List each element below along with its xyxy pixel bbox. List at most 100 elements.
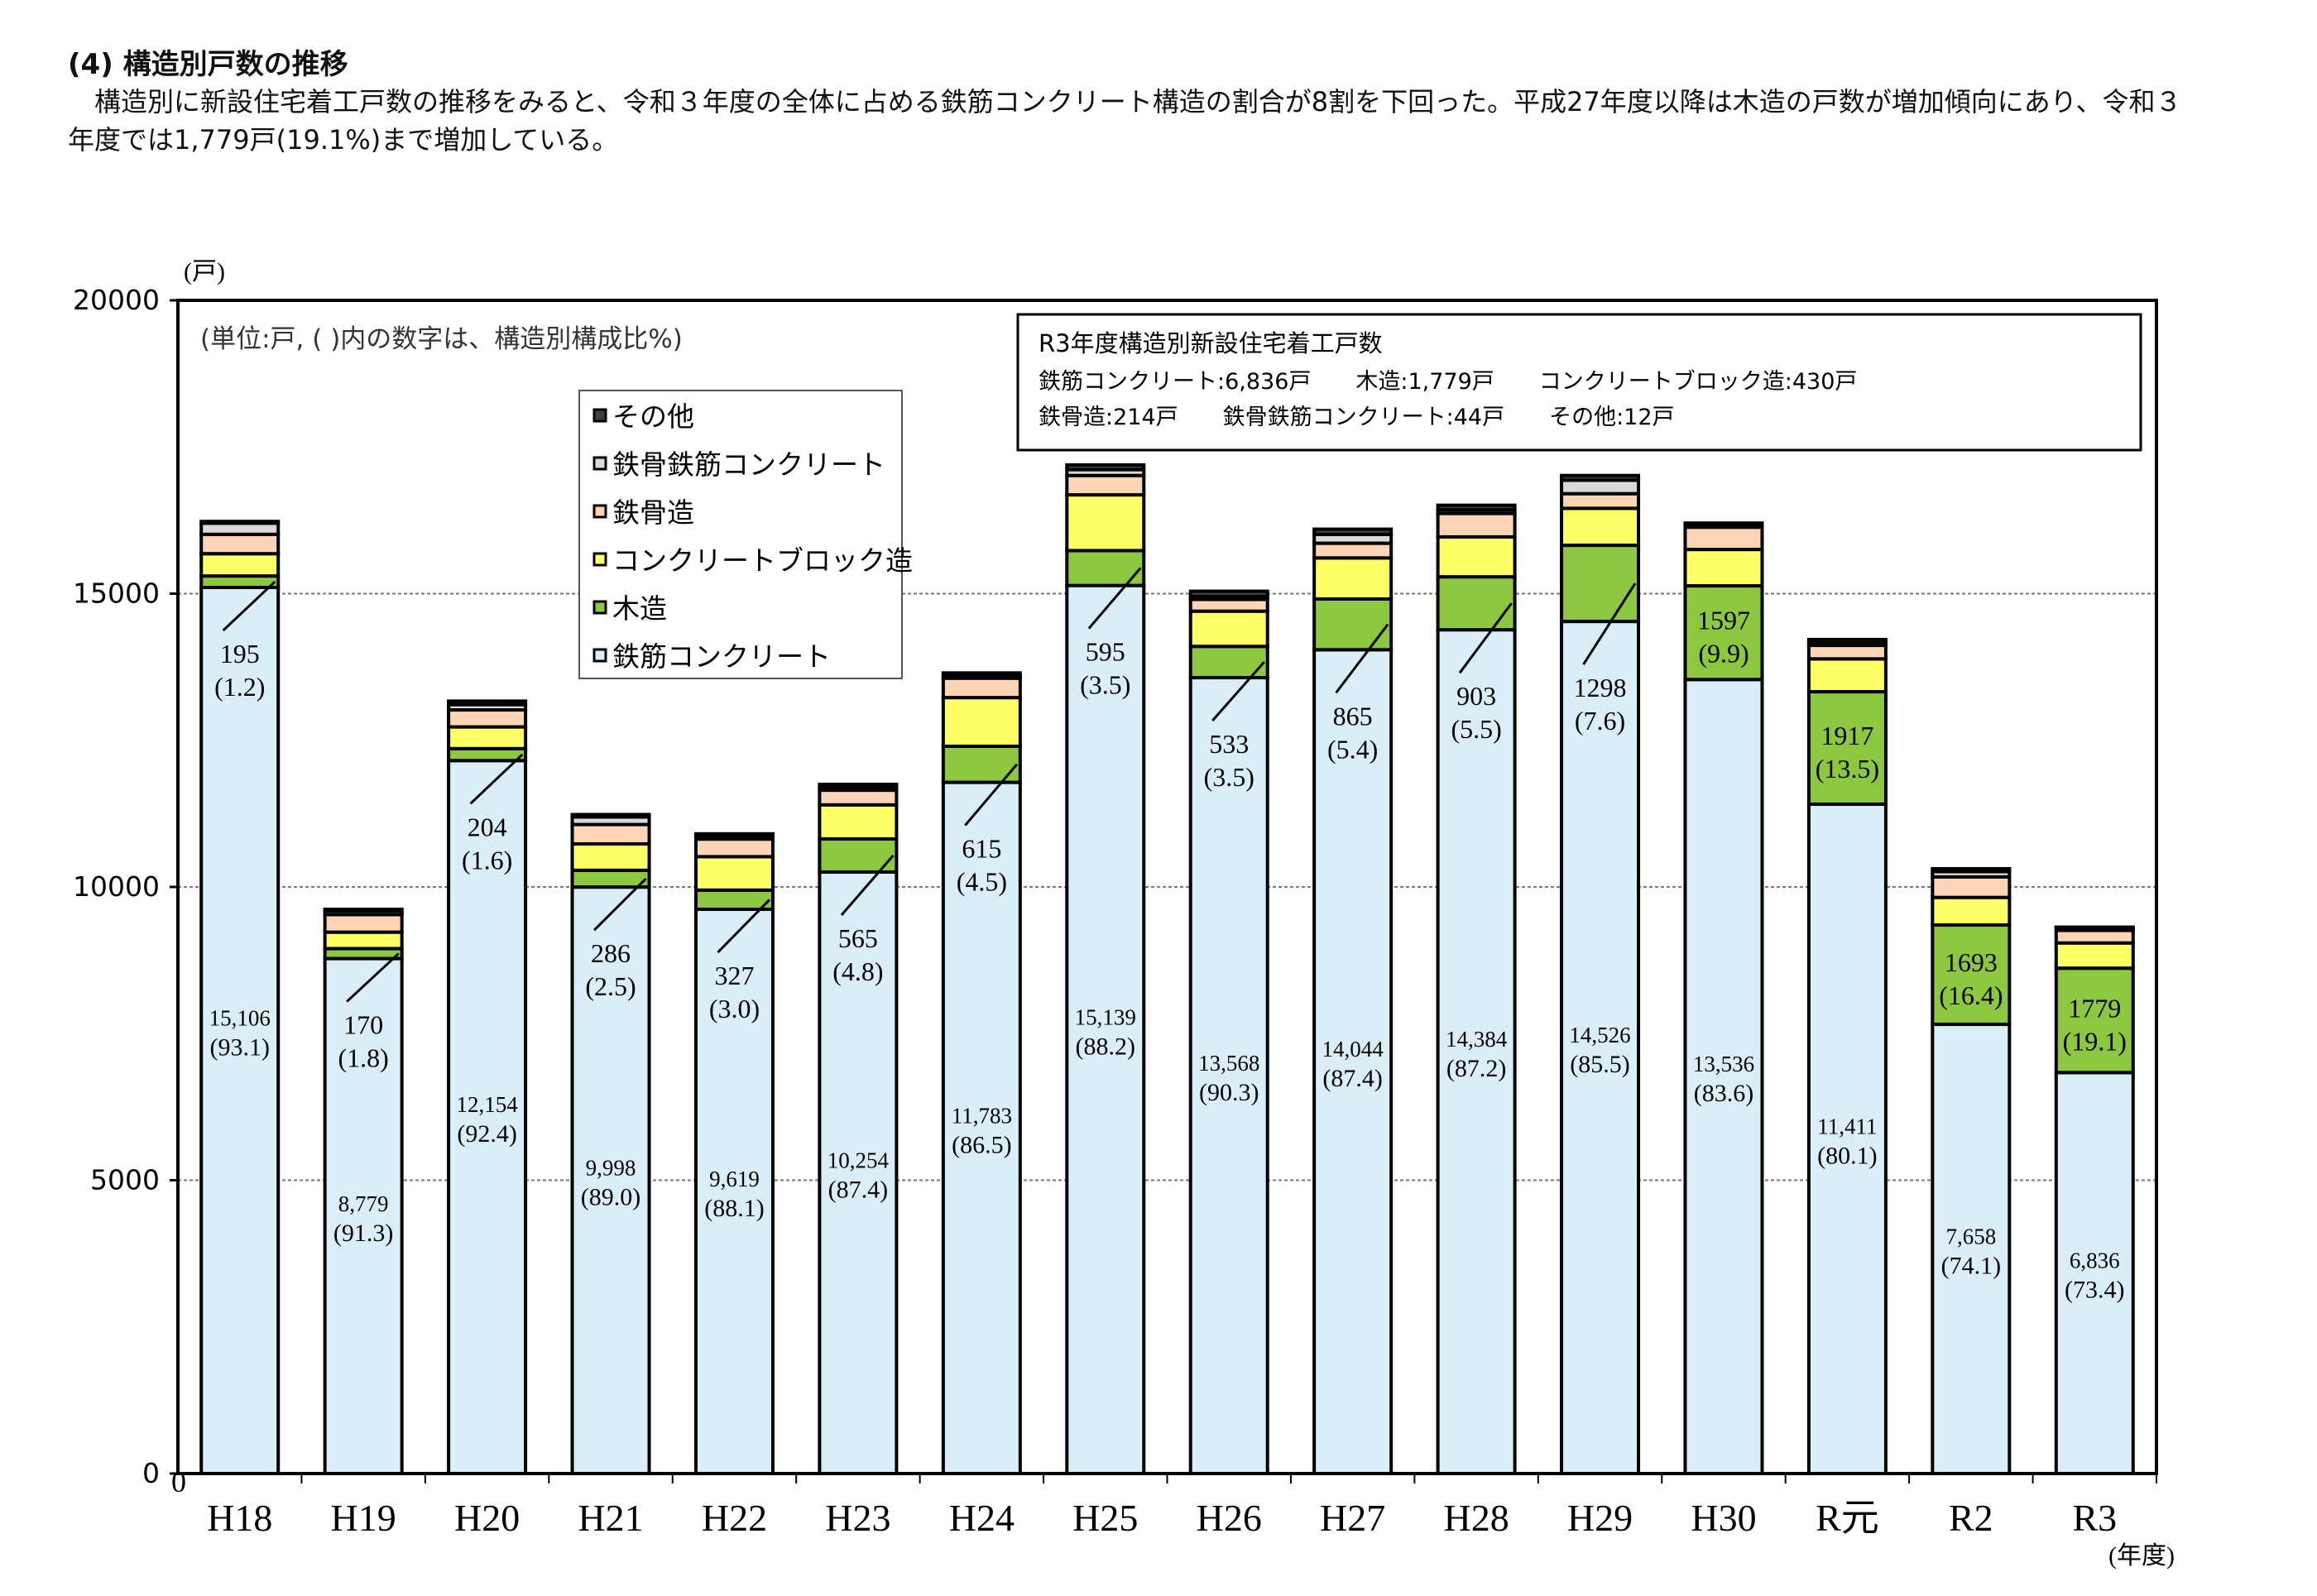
rc-share-label: (74.1): [1941, 1253, 2001, 1280]
bar-segment-その他: [818, 782, 899, 789]
wood-share-label: (3.5): [1204, 762, 1254, 792]
rc-value-label: 15,139: [1075, 1004, 1136, 1029]
info-box-line2: 鉄骨造:214戸 鉄骨鉄筋コンクリート:44戸 その他:12戸: [1039, 405, 1675, 430]
x-tick-label: R元: [1816, 1497, 1879, 1539]
bar-segment-鉄骨造: [1188, 597, 1269, 613]
bar-segment-その他: [1188, 589, 1269, 598]
wood-value-label: 865: [1333, 701, 1373, 731]
wood-value-label: 286: [591, 938, 631, 968]
legend-label: 鉄骨造: [612, 496, 694, 529]
wood-share-label: (16.4): [1939, 980, 2003, 1010]
x-tick-label: R3: [2072, 1497, 2117, 1539]
rc-value-label: 15,106: [209, 1005, 271, 1030]
info-box-title: R3年度構造別新設住宅着工戸数: [1039, 329, 1383, 357]
bar-segment-コンクリートブロック造: [1683, 548, 1764, 588]
wood-value-label: 1917: [1820, 721, 1873, 750]
legend-label: 鉄骨鉄筋コンクリート: [612, 448, 885, 481]
wood-leader-line: [964, 763, 1018, 827]
wood-value-label: 1779: [2068, 993, 2121, 1023]
legend-swatch: [592, 552, 607, 567]
bar-segment-木造: [818, 836, 899, 874]
wood-value-label: 595: [1086, 637, 1125, 667]
wood-value-label: 1298: [1574, 673, 1627, 702]
bar-segment-その他: [1560, 473, 1641, 482]
bar-segment-鉄骨造: [693, 837, 775, 859]
bar-segment-コンクリートブロック造: [1560, 506, 1641, 548]
plot-frame: [176, 299, 2158, 1475]
bar-segment-鉄筋コンクリート: [2054, 1071, 2135, 1476]
units-note: (単位:戸, ( )内の数字は、構造別構成比%): [200, 324, 683, 354]
wood-share-label: (19.1): [2063, 1026, 2127, 1056]
bar-segment-木造: [1560, 544, 1641, 624]
rc-share-label: (93.1): [209, 1033, 269, 1061]
bar-segment-鉄筋コンクリート: [1806, 802, 1888, 1475]
x-tick-label: H30: [1691, 1497, 1756, 1539]
wood-share-label: (9.9): [1698, 639, 1749, 669]
bar-segment-鉄筋コンクリート: [1931, 1023, 2012, 1476]
y-tick-label: 5000: [90, 1164, 160, 1196]
rc-share-label: (87.2): [1446, 1055, 1506, 1082]
bar-segment-コンクリートブロック造: [1065, 493, 1146, 553]
x-tick-label: H27: [1320, 1497, 1385, 1539]
rc-value-label: 12,154: [456, 1092, 518, 1117]
bar-segment-鉄骨造: [1806, 644, 1888, 661]
wood-share-label: (1.2): [214, 672, 265, 702]
wood-leader-line: [717, 899, 771, 954]
x-unit-label: (年度): [2108, 1542, 2175, 1570]
bar-segment-コンクリートブロック造: [199, 552, 281, 578]
wood-value-label: 327: [714, 961, 754, 990]
wood-value-label: 565: [838, 923, 878, 953]
rc-share-label: (90.3): [1199, 1079, 1259, 1106]
rc-share-label: (92.4): [457, 1120, 516, 1148]
wood-share-label: (13.5): [1816, 754, 1879, 784]
wood-leader-line: [469, 753, 524, 805]
y-tick-label: 15000: [73, 578, 160, 610]
bar-segment-鉄筋コンクリート: [199, 585, 281, 1475]
rc-value-label: 9,619: [709, 1167, 760, 1191]
bar-segment-木造: [1065, 549, 1146, 587]
bar-segment-木造: [570, 868, 651, 889]
rc-share-label: (87.4): [828, 1176, 888, 1203]
y-tick-label: 20000: [73, 284, 160, 316]
rc-share-label: (88.1): [704, 1195, 764, 1222]
bar-segment-鉄筋コンクリート: [1683, 678, 1764, 1475]
bar-segment-その他: [941, 671, 1022, 678]
wood-value-label: 170: [343, 1010, 383, 1040]
x-tick-label: H25: [1072, 1497, 1138, 1539]
bar-segment-鉄骨造: [818, 788, 899, 807]
legend-swatch: [592, 456, 607, 471]
wood-value-label: 903: [1456, 681, 1496, 711]
bar-segment-その他: [1065, 463, 1146, 472]
wood-leader-line: [1211, 661, 1265, 722]
bar-segment-コンクリートブロック造: [1931, 895, 2012, 927]
legend-swatch: [592, 504, 607, 519]
wood-value-label: 533: [1209, 729, 1249, 759]
section-heading: (4) 構造別戸数の推移: [68, 48, 348, 81]
rc-value-label: 14,044: [1322, 1037, 1384, 1062]
bar-segment-鉄骨造: [1931, 875, 2012, 899]
x-tick-label: H21: [578, 1497, 643, 1539]
x-tick-label: H29: [1567, 1497, 1633, 1539]
info-box-line1: 鉄筋コンクリート:6,836戸 木造:1,779戸 コンクリートブロック造:43…: [1039, 369, 1857, 395]
bar-segment-コンクリートブロック造: [941, 696, 1022, 748]
wood-leader-line: [1087, 567, 1142, 630]
info-box: R3年度構造別新設住宅着工戸数 鉄筋コンクリート:6,836戸 木造:1,779…: [1016, 313, 2142, 452]
rc-share-label: (85.5): [1570, 1051, 1629, 1078]
wood-share-label: (4.8): [832, 956, 883, 986]
bar-segment-その他: [1683, 521, 1764, 528]
bar-segment-鉄骨造: [2054, 928, 2135, 945]
legend-swatch: [592, 648, 607, 663]
wood-value-label: 1693: [1945, 947, 1998, 977]
x-tick-label: H19: [331, 1497, 396, 1539]
bar-segment-その他: [447, 699, 528, 707]
wood-share-label: (1.6): [462, 845, 512, 875]
bars: 15,106 (93.1) 195(1.2) 8,779 (91.3) 170(1.8) 1…: [199, 463, 2135, 1476]
bar-segment-鉄骨造: [1436, 511, 1517, 539]
bar-segment-鉄骨造: [1560, 491, 1641, 510]
bar-segment-木造: [447, 746, 528, 763]
bar-segment-コンクリートブロック造: [1188, 609, 1269, 649]
bar-segment-コンクリートブロック造: [570, 841, 651, 872]
legend-swatch: [592, 600, 607, 615]
wood-share-label: (7.6): [1575, 706, 1625, 736]
